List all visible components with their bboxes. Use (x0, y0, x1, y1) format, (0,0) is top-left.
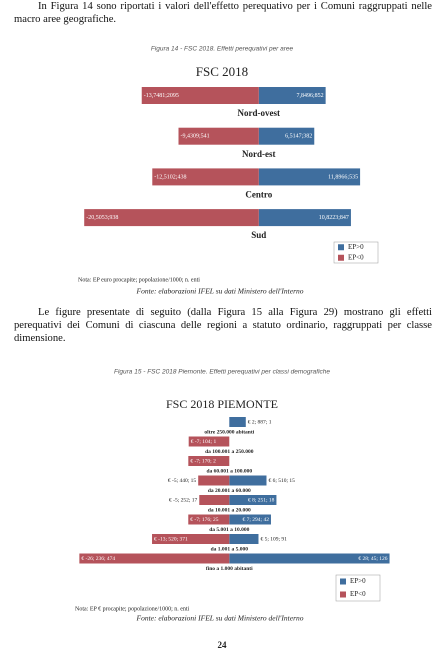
bar (178, 127, 259, 145)
bar (229, 417, 246, 427)
value-label: € -13; 520; 371 (154, 536, 188, 542)
category-label: Centro (245, 189, 272, 199)
bar (198, 475, 230, 486)
bar (229, 495, 277, 505)
bar (229, 534, 259, 544)
paragraph: In Figura 14 sono riportati i valori del… (14, 1, 432, 26)
value-label: € 28; 45; 126 (358, 556, 387, 562)
note: Nota: EP euro procapite; popolazione/100… (78, 277, 200, 283)
category-label: da 60.001 a 100.000 (206, 468, 252, 474)
note: Nota: EP € procapite; popolazione/1000; … (75, 606, 190, 612)
category-label: oltre 250.000 abitanti (204, 429, 254, 435)
value-label: € -5; 252; 17 (169, 497, 198, 503)
legend-swatch (340, 578, 346, 585)
source: Fonte: elaborazioni IFEL su dati Ministe… (135, 287, 303, 296)
bar (141, 87, 259, 104)
bar (79, 553, 230, 564)
category-label: da 5.001 a 10.000 (209, 527, 249, 533)
chart-title: FSC 2018 PIEMONTE (166, 397, 278, 411)
category-label: da 100.001 a 250.000 (205, 449, 254, 455)
category-label: da 10.001 a 20.000 (208, 507, 251, 513)
bar (258, 209, 351, 227)
category-label: Nord-est (242, 149, 276, 159)
bar (199, 495, 230, 505)
value-label: € -7; 104; 1 (191, 439, 217, 445)
value-label: -13,7481;2095 (144, 93, 179, 99)
category-label: da 1.001 a 5.000 (211, 546, 249, 552)
legend-label: EP>0 (348, 243, 364, 251)
legend-label: EP>0 (350, 577, 366, 585)
value-label: 6,5147;382 (285, 134, 312, 140)
category-label: Sud (251, 230, 266, 240)
legend-swatch (340, 591, 346, 598)
bar (84, 209, 259, 227)
chart-title: FSC 2018 (196, 64, 248, 79)
value-label: -12,5102;438 (154, 174, 186, 180)
bar (258, 127, 315, 145)
value-label: -9,4309;541 (181, 134, 210, 140)
category-label: fino a 1.000 abitanti (206, 566, 253, 572)
caption: Figura 14 - FSC 2018. Effetti perequativ… (151, 46, 294, 53)
bar (258, 87, 326, 104)
value-label: € 5; 109; 91 (260, 536, 287, 542)
value-label: € 8; 251; 18 (248, 497, 275, 503)
value-label: 11,8966;535 (328, 174, 358, 180)
bar (258, 168, 361, 186)
bar (229, 553, 390, 564)
value-label: € 7; 294; 42 (243, 517, 270, 523)
value-label: € -7; 170; 2 (190, 458, 216, 464)
legend-swatch (338, 244, 344, 251)
category-label: da 20.001 a 60.000 (208, 488, 251, 494)
legend-box (333, 241, 379, 264)
legend-swatch (338, 254, 344, 261)
page-number: 24 (218, 640, 228, 650)
legend-label: EP<0 (348, 253, 364, 261)
bar (188, 436, 230, 447)
value-label: € -26; 236; 474 (81, 556, 115, 562)
value-label: 10,8223;847 (319, 215, 349, 221)
bar (229, 514, 271, 525)
paragraph: Le figure presentate di seguito (dalla F… (14, 307, 432, 345)
value-label: € -7; 176; 25 (190, 517, 219, 523)
bar (152, 168, 259, 186)
bar (229, 475, 267, 486)
value-label: 7,8496;852 (296, 93, 323, 99)
bar (188, 514, 230, 525)
value-label: € 2; 887; 1 (248, 419, 272, 425)
legend-label: EP<0 (350, 590, 366, 598)
source: Fonte: elaborazioni IFEL su dati Ministe… (135, 614, 303, 623)
value-label: € 6; 510; 15 (268, 478, 295, 484)
caption: Figura 15 - FSC 2018 Piemonte. Effetti p… (114, 369, 330, 376)
category-label: Nord-ovest (238, 108, 281, 118)
value-label: -20,5053;938 (86, 215, 118, 221)
bar (152, 534, 230, 544)
bar (188, 456, 230, 466)
value-label: € -5; 440; 15 (168, 478, 197, 484)
